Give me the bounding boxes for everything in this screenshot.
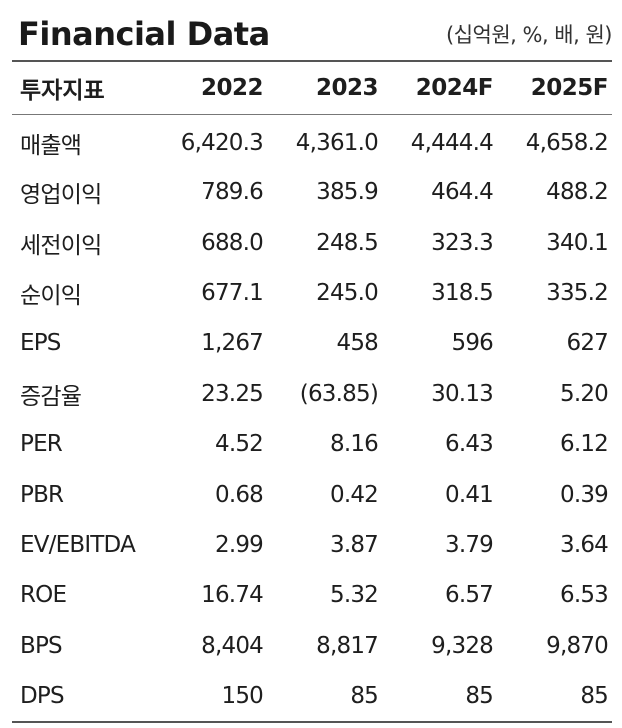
table-cell: 0.42 bbox=[329, 481, 379, 508]
table-row: ROE 16.74 5.32 6.57 6.53 bbox=[12, 570, 612, 620]
table-row: 영업이익 789.6 385.9 464.4 488.2 bbox=[12, 167, 612, 217]
row-label: 증감율 bbox=[20, 383, 82, 410]
table-cell: 248.5 bbox=[316, 229, 379, 256]
table-cell: (63.85) bbox=[299, 380, 379, 407]
table-cell: 3.79 bbox=[444, 531, 494, 558]
table-header-row: 투자지표 2022 2023 2024F 2025F bbox=[12, 62, 612, 115]
table-cell: 9,328 bbox=[431, 632, 494, 659]
table-cell: 6.57 bbox=[444, 582, 494, 609]
table-cell: 8,817 bbox=[316, 632, 379, 659]
table-cell: 0.41 bbox=[444, 481, 494, 508]
table-cell: 23.25 bbox=[201, 380, 264, 407]
table-cell: 8,404 bbox=[201, 632, 264, 659]
column-header-2025f: 2025F bbox=[530, 75, 609, 101]
table-row: PBR 0.68 0.42 0.41 0.39 bbox=[12, 469, 612, 519]
table-cell: 464.4 bbox=[431, 179, 494, 206]
table-cell: 85 bbox=[350, 683, 378, 710]
table-cell: 5.32 bbox=[329, 582, 379, 609]
table-cell: 4,444.4 bbox=[410, 130, 494, 156]
table-cell: 150 bbox=[221, 683, 264, 710]
table-cell: 1,267 bbox=[201, 330, 264, 357]
table-cell: 385.9 bbox=[316, 179, 379, 206]
row-label: 세전이익 bbox=[20, 232, 102, 259]
table-cell: 318.5 bbox=[431, 279, 494, 306]
table-row: 세전이익 688.0 248.5 323.3 340.1 bbox=[12, 217, 612, 267]
table-cell: 488.2 bbox=[546, 179, 609, 206]
table-cell: 335.2 bbox=[546, 279, 609, 306]
table-cell: 0.68 bbox=[214, 481, 264, 508]
table-cell: 6,420.3 bbox=[180, 130, 264, 156]
table-cell: 323.3 bbox=[431, 229, 494, 256]
financial-table: 투자지표 2022 2023 2024F 2025F 매출액 6,420.3 4,3… bbox=[12, 60, 612, 724]
table-cell: 6.12 bbox=[559, 431, 609, 458]
table-cell: 30.13 bbox=[431, 380, 494, 407]
row-label: 순이익 bbox=[20, 282, 82, 309]
table-cell: 677.1 bbox=[201, 279, 264, 306]
table-cell: 3.87 bbox=[329, 531, 379, 558]
title-row: Financial Data (십억원, %, 배, 원) bbox=[18, 12, 613, 56]
row-label: EV/EBITDA bbox=[20, 531, 136, 558]
row-label: DPS bbox=[20, 683, 65, 710]
table-row: 증감율 23.25 (63.85) 30.13 5.20 bbox=[12, 369, 612, 419]
table-cell: 16.74 bbox=[201, 582, 264, 609]
table-cell: 0.39 bbox=[559, 481, 609, 508]
table-row: 매출액 6,420.3 4,361.0 4,444.4 4,658.2 bbox=[12, 115, 612, 167]
table-row: BPS 8,404 8,817 9,328 9,870 bbox=[12, 621, 612, 671]
table-cell: 789.6 bbox=[201, 179, 264, 206]
row-label: 영업이익 bbox=[20, 182, 102, 209]
table-cell: 5.20 bbox=[559, 380, 609, 407]
unit-note: (십억원, %, 배, 원) bbox=[446, 23, 613, 47]
table-cell: 4,361.0 bbox=[295, 130, 379, 156]
row-label: PBR bbox=[20, 481, 64, 508]
row-label: EPS bbox=[20, 330, 61, 357]
column-header-2022: 2022 bbox=[200, 75, 264, 101]
table-cell: 458 bbox=[336, 330, 379, 357]
table-row: PER 4.52 8.16 6.43 6.12 bbox=[12, 419, 612, 469]
table-cell: 2.99 bbox=[214, 531, 264, 558]
table-cell: 688.0 bbox=[201, 229, 264, 256]
column-header-metric: 투자지표 bbox=[20, 78, 105, 104]
column-header-2024f: 2024F bbox=[415, 75, 494, 101]
table-cell: 85 bbox=[580, 683, 608, 710]
table-cell: 596 bbox=[451, 330, 494, 357]
row-label: BPS bbox=[20, 632, 63, 659]
table-cell: 6.43 bbox=[444, 431, 494, 458]
table-cell: 627 bbox=[566, 330, 609, 357]
table-cell: 4.52 bbox=[214, 431, 264, 458]
table-row: EPS 1,267 458 596 627 bbox=[12, 318, 612, 368]
table-cell: 8.16 bbox=[329, 431, 379, 458]
table-cell: 3.64 bbox=[559, 531, 609, 558]
table-row: EV/EBITDA 2.99 3.87 3.79 3.64 bbox=[12, 520, 612, 570]
table-cell: 245.0 bbox=[316, 279, 379, 306]
table-cell: 9,870 bbox=[546, 632, 609, 659]
table-cell: 6.53 bbox=[559, 582, 609, 609]
page-title: Financial Data bbox=[18, 15, 270, 53]
column-header-2023: 2023 bbox=[315, 75, 379, 101]
table-row: DPS 150 85 85 85 bbox=[12, 671, 612, 721]
table-body: 매출액 6,420.3 4,361.0 4,444.4 4,658.2 영업이익 789.6… bbox=[12, 115, 612, 721]
table-cell: 340.1 bbox=[546, 229, 609, 256]
table-cell: 85 bbox=[465, 683, 493, 710]
row-label: 매출액 bbox=[20, 133, 82, 159]
table-cell: 4,658.2 bbox=[525, 130, 609, 156]
row-label: ROE bbox=[20, 582, 67, 609]
row-label: PER bbox=[20, 431, 63, 458]
table-row: 순이익 677.1 245.0 318.5 335.2 bbox=[12, 268, 612, 318]
